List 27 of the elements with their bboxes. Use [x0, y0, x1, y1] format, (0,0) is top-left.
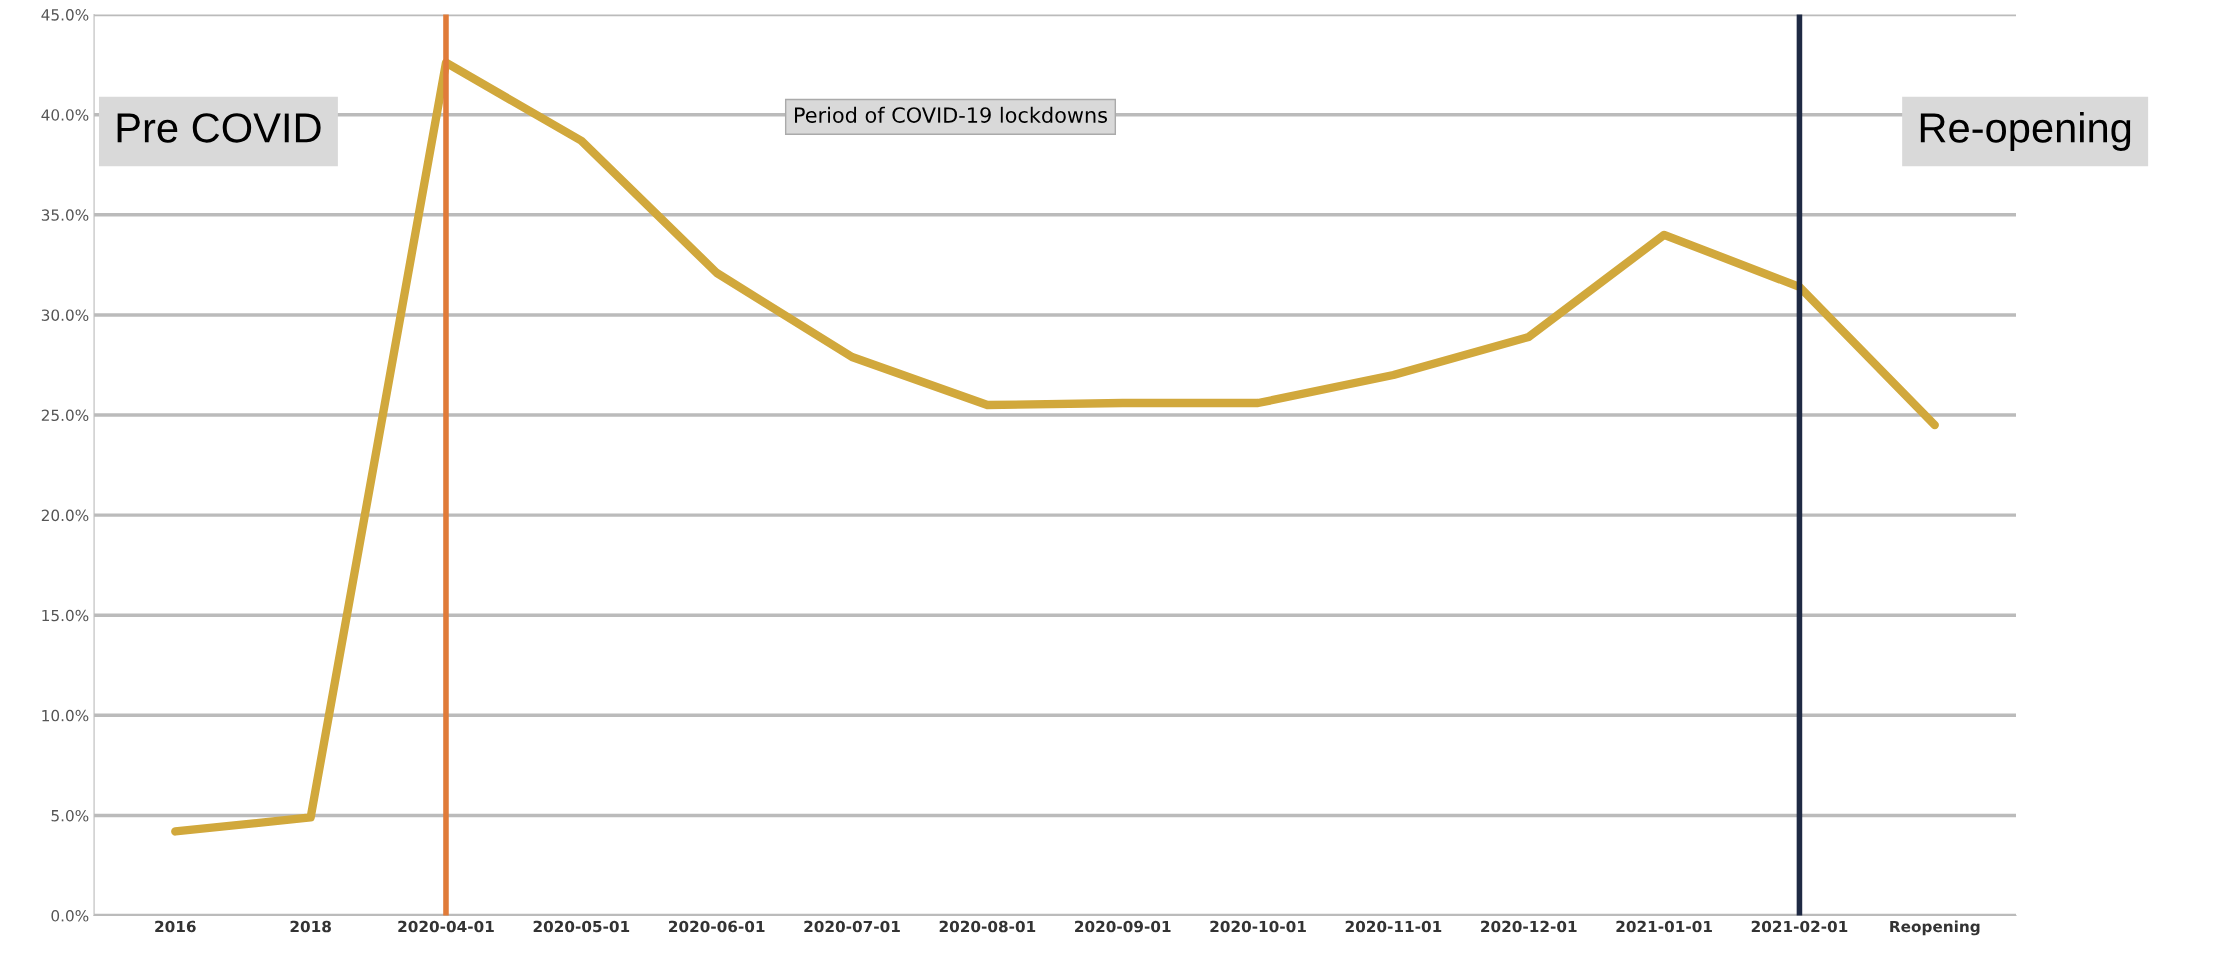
x-tick-label: 2020-05-01	[533, 920, 630, 933]
annotation: Pre COVID	[117, 113, 321, 143]
x-tick-label: 2020-09-01	[1075, 920, 1171, 933]
x-tick-label: 2020-04-01	[398, 920, 494, 933]
x-tick-label: Reopening	[1890, 920, 1980, 936]
x-tick-label: 2021-02-01	[1751, 920, 1848, 933]
x-tick-label: 2020-08-01	[939, 920, 1036, 933]
x-tick-label: 2021-01-01	[1616, 920, 1712, 933]
x-tick-label: 2020-06-01	[669, 920, 765, 933]
y-tick-label: 40.0%	[41, 109, 89, 121]
x-tick-label: 2016	[155, 920, 196, 933]
x-tick-label: 2020-10-01	[1210, 920, 1306, 933]
y-tick-label: 5.0%	[51, 809, 89, 822]
y-tick-label: 25.0%	[41, 409, 89, 422]
y-tick-label: 10.0%	[42, 709, 89, 722]
y-tick-label: 20.0%	[41, 509, 89, 522]
x-tick-label: 2020-11-01	[1345, 920, 1442, 933]
x-tick-label: 2020-12-01	[1481, 920, 1577, 933]
y-tick-label: 15.0%	[42, 609, 89, 622]
x-tick-label: 2018	[290, 920, 331, 933]
y-tick-label: 35.0%	[41, 209, 89, 221]
x-tick-label: 2020-07-01	[804, 920, 900, 933]
annotation: Re-opening	[1920, 112, 2131, 151]
y-tick-label: 45.0%	[41, 9, 89, 21]
annotation: Period of COVID-19 lockdowns	[795, 106, 1108, 123]
y-tick-label: 30.0%	[41, 309, 89, 321]
y-tick-label: 0.0%	[51, 910, 89, 922]
